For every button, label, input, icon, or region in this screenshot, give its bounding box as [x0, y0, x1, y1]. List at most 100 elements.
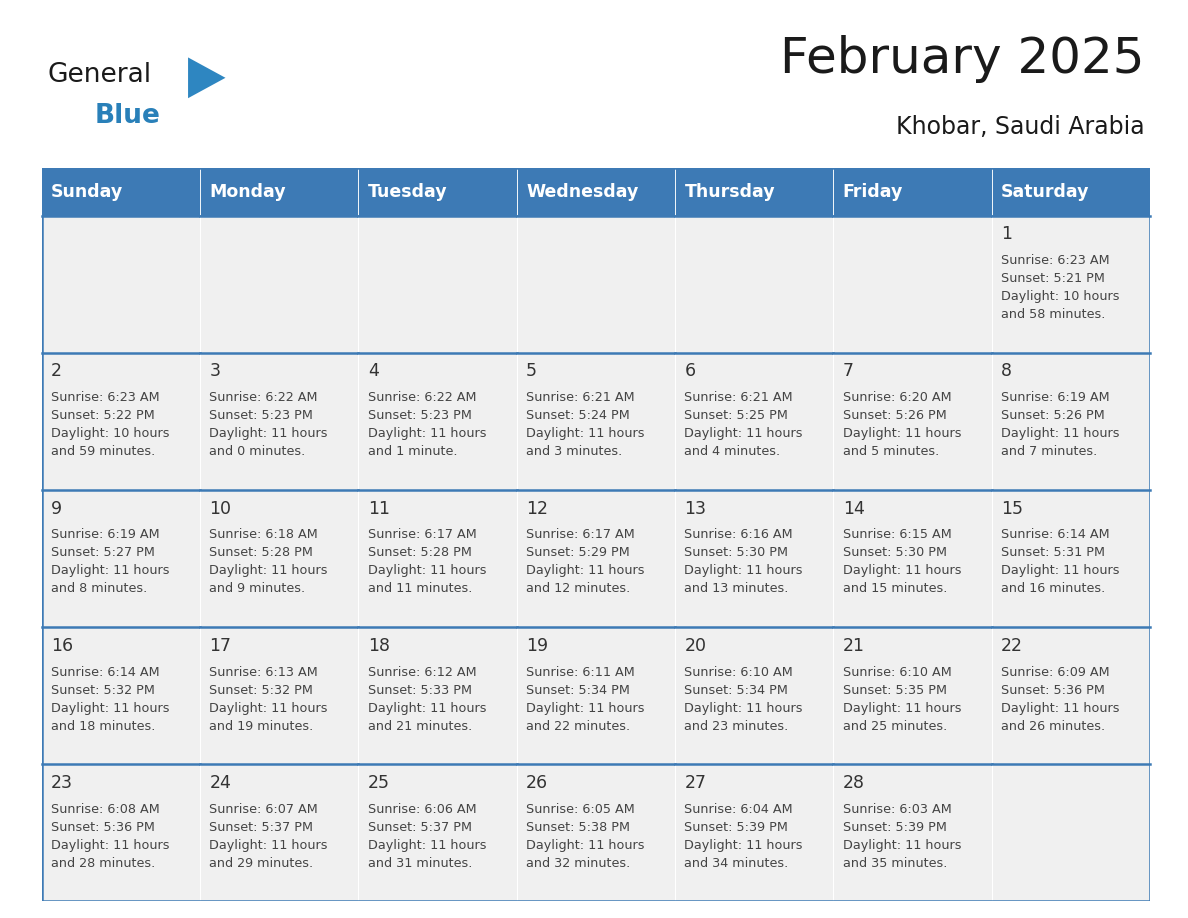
Text: Sunrise: 6:07 AM
Sunset: 5:37 PM
Daylight: 11 hours
and 29 minutes.: Sunrise: 6:07 AM Sunset: 5:37 PM Dayligh… — [209, 802, 328, 869]
Text: Sunday: Sunday — [51, 183, 124, 201]
Text: Sunrise: 6:10 AM
Sunset: 5:35 PM
Daylight: 11 hours
and 25 minutes.: Sunrise: 6:10 AM Sunset: 5:35 PM Dayligh… — [842, 666, 961, 733]
Text: Sunrise: 6:04 AM
Sunset: 5:39 PM
Daylight: 11 hours
and 34 minutes.: Sunrise: 6:04 AM Sunset: 5:39 PM Dayligh… — [684, 802, 803, 869]
Text: 13: 13 — [684, 499, 707, 518]
FancyBboxPatch shape — [517, 353, 675, 490]
FancyBboxPatch shape — [200, 627, 359, 765]
Text: 20: 20 — [684, 637, 707, 655]
Text: 1: 1 — [1001, 225, 1012, 243]
Text: 10: 10 — [209, 499, 232, 518]
FancyBboxPatch shape — [42, 216, 200, 353]
FancyBboxPatch shape — [42, 765, 200, 901]
Text: Sunrise: 6:23 AM
Sunset: 5:21 PM
Daylight: 10 hours
and 58 minutes.: Sunrise: 6:23 AM Sunset: 5:21 PM Dayligh… — [1001, 254, 1119, 321]
FancyBboxPatch shape — [200, 490, 359, 627]
Text: 19: 19 — [526, 637, 548, 655]
FancyBboxPatch shape — [675, 627, 833, 765]
Text: Sunrise: 6:09 AM
Sunset: 5:36 PM
Daylight: 11 hours
and 26 minutes.: Sunrise: 6:09 AM Sunset: 5:36 PM Dayligh… — [1001, 666, 1119, 733]
FancyBboxPatch shape — [675, 168, 833, 216]
FancyBboxPatch shape — [42, 353, 200, 490]
FancyBboxPatch shape — [42, 627, 200, 765]
FancyBboxPatch shape — [992, 216, 1150, 353]
FancyBboxPatch shape — [833, 627, 992, 765]
FancyBboxPatch shape — [517, 490, 675, 627]
Text: 18: 18 — [368, 637, 390, 655]
Text: 17: 17 — [209, 637, 232, 655]
Text: Friday: Friday — [842, 183, 903, 201]
FancyBboxPatch shape — [992, 627, 1150, 765]
FancyBboxPatch shape — [675, 765, 833, 901]
FancyBboxPatch shape — [833, 353, 992, 490]
Text: Sunrise: 6:22 AM
Sunset: 5:23 PM
Daylight: 11 hours
and 0 minutes.: Sunrise: 6:22 AM Sunset: 5:23 PM Dayligh… — [209, 391, 328, 458]
FancyBboxPatch shape — [200, 216, 359, 353]
Text: 7: 7 — [842, 363, 854, 380]
Text: Thursday: Thursday — [684, 183, 775, 201]
Text: 26: 26 — [526, 774, 548, 792]
Text: Sunrise: 6:05 AM
Sunset: 5:38 PM
Daylight: 11 hours
and 32 minutes.: Sunrise: 6:05 AM Sunset: 5:38 PM Dayligh… — [526, 802, 645, 869]
Text: 14: 14 — [842, 499, 865, 518]
Text: Sunrise: 6:17 AM
Sunset: 5:29 PM
Daylight: 11 hours
and 12 minutes.: Sunrise: 6:17 AM Sunset: 5:29 PM Dayligh… — [526, 529, 645, 596]
Text: 23: 23 — [51, 774, 74, 792]
Text: Sunrise: 6:08 AM
Sunset: 5:36 PM
Daylight: 11 hours
and 28 minutes.: Sunrise: 6:08 AM Sunset: 5:36 PM Dayligh… — [51, 802, 170, 869]
Text: 9: 9 — [51, 499, 62, 518]
Text: Sunrise: 6:23 AM
Sunset: 5:22 PM
Daylight: 10 hours
and 59 minutes.: Sunrise: 6:23 AM Sunset: 5:22 PM Dayligh… — [51, 391, 170, 458]
FancyBboxPatch shape — [359, 765, 517, 901]
Text: Sunrise: 6:15 AM
Sunset: 5:30 PM
Daylight: 11 hours
and 15 minutes.: Sunrise: 6:15 AM Sunset: 5:30 PM Dayligh… — [842, 529, 961, 596]
Text: 3: 3 — [209, 363, 221, 380]
Text: 21: 21 — [842, 637, 865, 655]
Text: Sunrise: 6:12 AM
Sunset: 5:33 PM
Daylight: 11 hours
and 21 minutes.: Sunrise: 6:12 AM Sunset: 5:33 PM Dayligh… — [368, 666, 486, 733]
Text: 15: 15 — [1001, 499, 1023, 518]
Text: 28: 28 — [842, 774, 865, 792]
FancyBboxPatch shape — [359, 490, 517, 627]
FancyBboxPatch shape — [675, 216, 833, 353]
FancyBboxPatch shape — [517, 168, 675, 216]
Polygon shape — [188, 58, 226, 98]
FancyBboxPatch shape — [200, 353, 359, 490]
Text: Sunrise: 6:21 AM
Sunset: 5:24 PM
Daylight: 11 hours
and 3 minutes.: Sunrise: 6:21 AM Sunset: 5:24 PM Dayligh… — [526, 391, 645, 458]
Text: 5: 5 — [526, 363, 537, 380]
FancyBboxPatch shape — [359, 627, 517, 765]
Text: 24: 24 — [209, 774, 232, 792]
Text: Blue: Blue — [95, 103, 160, 129]
Text: Monday: Monday — [209, 183, 286, 201]
Text: 6: 6 — [684, 363, 696, 380]
FancyBboxPatch shape — [200, 168, 359, 216]
FancyBboxPatch shape — [517, 627, 675, 765]
Text: General: General — [48, 62, 152, 88]
Text: Sunrise: 6:17 AM
Sunset: 5:28 PM
Daylight: 11 hours
and 11 minutes.: Sunrise: 6:17 AM Sunset: 5:28 PM Dayligh… — [368, 529, 486, 596]
FancyBboxPatch shape — [992, 490, 1150, 627]
Text: 2: 2 — [51, 363, 62, 380]
FancyBboxPatch shape — [992, 168, 1150, 216]
Text: Sunrise: 6:20 AM
Sunset: 5:26 PM
Daylight: 11 hours
and 5 minutes.: Sunrise: 6:20 AM Sunset: 5:26 PM Dayligh… — [842, 391, 961, 458]
Text: February 2025: February 2025 — [781, 35, 1144, 84]
Text: Khobar, Saudi Arabia: Khobar, Saudi Arabia — [896, 116, 1144, 140]
FancyBboxPatch shape — [833, 168, 992, 216]
Text: Sunrise: 6:10 AM
Sunset: 5:34 PM
Daylight: 11 hours
and 23 minutes.: Sunrise: 6:10 AM Sunset: 5:34 PM Dayligh… — [684, 666, 803, 733]
Text: Sunrise: 6:03 AM
Sunset: 5:39 PM
Daylight: 11 hours
and 35 minutes.: Sunrise: 6:03 AM Sunset: 5:39 PM Dayligh… — [842, 802, 961, 869]
FancyBboxPatch shape — [992, 765, 1150, 901]
FancyBboxPatch shape — [42, 168, 200, 216]
FancyBboxPatch shape — [517, 765, 675, 901]
FancyBboxPatch shape — [833, 765, 992, 901]
Text: Saturday: Saturday — [1001, 183, 1089, 201]
Text: 4: 4 — [368, 363, 379, 380]
Text: 11: 11 — [368, 499, 390, 518]
Text: Sunrise: 6:14 AM
Sunset: 5:31 PM
Daylight: 11 hours
and 16 minutes.: Sunrise: 6:14 AM Sunset: 5:31 PM Dayligh… — [1001, 529, 1119, 596]
Text: Sunrise: 6:22 AM
Sunset: 5:23 PM
Daylight: 11 hours
and 1 minute.: Sunrise: 6:22 AM Sunset: 5:23 PM Dayligh… — [368, 391, 486, 458]
Text: 25: 25 — [368, 774, 390, 792]
Text: Sunrise: 6:21 AM
Sunset: 5:25 PM
Daylight: 11 hours
and 4 minutes.: Sunrise: 6:21 AM Sunset: 5:25 PM Dayligh… — [684, 391, 803, 458]
Text: 27: 27 — [684, 774, 707, 792]
FancyBboxPatch shape — [833, 216, 992, 353]
FancyBboxPatch shape — [200, 765, 359, 901]
Text: Wednesday: Wednesday — [526, 183, 638, 201]
FancyBboxPatch shape — [992, 353, 1150, 490]
FancyBboxPatch shape — [675, 490, 833, 627]
FancyBboxPatch shape — [359, 353, 517, 490]
FancyBboxPatch shape — [359, 168, 517, 216]
Text: Sunrise: 6:19 AM
Sunset: 5:26 PM
Daylight: 11 hours
and 7 minutes.: Sunrise: 6:19 AM Sunset: 5:26 PM Dayligh… — [1001, 391, 1119, 458]
Text: 12: 12 — [526, 499, 548, 518]
FancyBboxPatch shape — [517, 216, 675, 353]
FancyBboxPatch shape — [675, 353, 833, 490]
Text: Sunrise: 6:18 AM
Sunset: 5:28 PM
Daylight: 11 hours
and 9 minutes.: Sunrise: 6:18 AM Sunset: 5:28 PM Dayligh… — [209, 529, 328, 596]
Text: Sunrise: 6:14 AM
Sunset: 5:32 PM
Daylight: 11 hours
and 18 minutes.: Sunrise: 6:14 AM Sunset: 5:32 PM Dayligh… — [51, 666, 170, 733]
Text: 22: 22 — [1001, 637, 1023, 655]
Text: Sunrise: 6:19 AM
Sunset: 5:27 PM
Daylight: 11 hours
and 8 minutes.: Sunrise: 6:19 AM Sunset: 5:27 PM Dayligh… — [51, 529, 170, 596]
